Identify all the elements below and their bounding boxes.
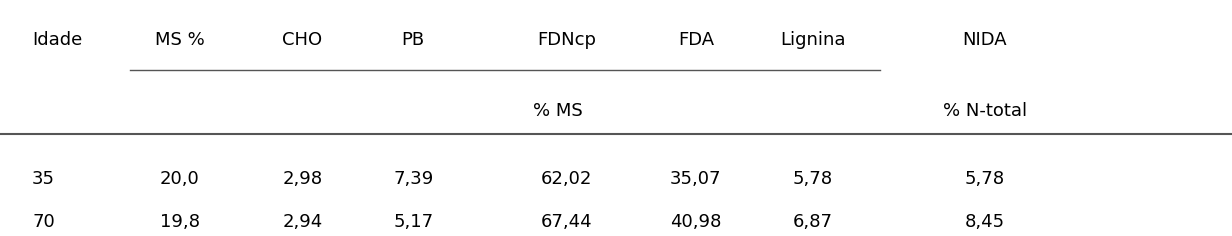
- Text: 5,17: 5,17: [393, 213, 434, 231]
- Text: 7,39: 7,39: [393, 170, 434, 188]
- Text: Idade: Idade: [32, 31, 83, 49]
- Text: 40,98: 40,98: [670, 213, 722, 231]
- Text: 35,07: 35,07: [670, 170, 722, 188]
- Text: 6,87: 6,87: [792, 213, 833, 231]
- Text: PB: PB: [402, 31, 425, 49]
- Text: FDNcp: FDNcp: [537, 31, 596, 49]
- Text: 62,02: 62,02: [541, 170, 593, 188]
- Text: 35: 35: [32, 170, 55, 188]
- Text: 2,98: 2,98: [282, 170, 323, 188]
- Text: NIDA: NIDA: [962, 31, 1007, 49]
- Text: CHO: CHO: [282, 31, 323, 49]
- Text: 5,78: 5,78: [792, 170, 833, 188]
- Text: MS %: MS %: [155, 31, 205, 49]
- Text: 70: 70: [32, 213, 55, 231]
- Text: Lignina: Lignina: [780, 31, 845, 49]
- Text: FDA: FDA: [678, 31, 715, 49]
- Text: % N-total: % N-total: [942, 102, 1026, 120]
- Text: 2,94: 2,94: [282, 213, 323, 231]
- Text: 8,45: 8,45: [965, 213, 1005, 231]
- Text: 19,8: 19,8: [160, 213, 200, 231]
- Text: 20,0: 20,0: [160, 170, 200, 188]
- Text: 5,78: 5,78: [965, 170, 1005, 188]
- Text: 67,44: 67,44: [541, 213, 593, 231]
- Text: % MS: % MS: [532, 102, 583, 120]
